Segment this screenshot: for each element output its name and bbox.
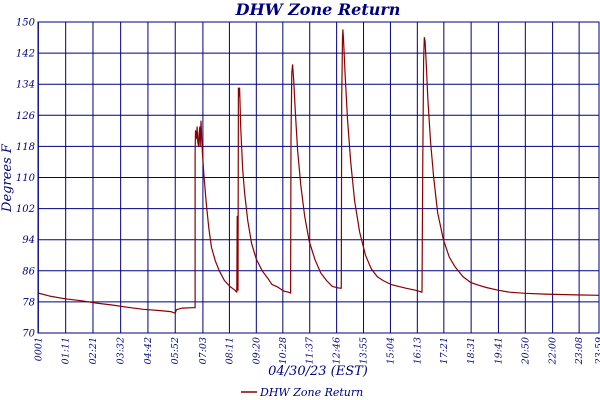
y-tick-label: 94: [22, 235, 35, 246]
y-tick-label: 150: [16, 18, 36, 29]
x-tick-label: 16:13: [412, 337, 423, 364]
grid: [37, 21, 600, 334]
x-axis-title: 04/30/23 (EST): [268, 364, 368, 379]
x-tick-label: 09:20: [251, 337, 262, 364]
y-tick-labels: 70 78 86 94 102 110 118 126 134 142 150: [16, 18, 36, 340]
x-tick-label: 18:31: [466, 337, 477, 364]
x-tick-label: 05:52: [170, 337, 181, 364]
series-line: [37, 29, 600, 314]
x-tick-label: 07:03: [198, 337, 209, 364]
x-tick-labels: 0001 01:11 02:21 03:32 04:42 05:52 07:03 08:11 0…: [33, 336, 600, 365]
x-tick-label: 22:00: [548, 337, 559, 365]
x-tick-label: 02:21: [88, 337, 99, 364]
plot-frame: [37, 21, 600, 334]
x-tick-label: 20:50: [520, 337, 531, 365]
y-tick-label: 86: [22, 266, 35, 277]
y-tick-label: 126: [16, 111, 36, 122]
x-tick-label: 13:55: [359, 337, 370, 364]
legend-label: DHW Zone Return: [259, 386, 363, 399]
x-tick-label: 15:04: [385, 337, 396, 364]
x-tick-label: 04:42: [143, 337, 154, 364]
x-tick-label: 0001: [33, 337, 44, 361]
x-tick-label: 10:28: [278, 337, 289, 364]
chart-title: DHW Zone Return: [235, 0, 401, 19]
y-tick-label: 118: [16, 142, 35, 153]
y-axis-title: Degrees F: [0, 143, 15, 213]
x-tick-label: 17:21: [439, 337, 450, 364]
x-tick-label: 03:32: [116, 337, 127, 364]
x-tick-label: 19:41: [493, 337, 504, 364]
x-tick-label: 11:37: [305, 336, 316, 364]
x-tick-label: 12:46: [332, 337, 343, 364]
y-tick-label: 78: [22, 297, 35, 308]
legend: DHW Zone Return: [241, 386, 363, 399]
series-layer: [37, 29, 600, 314]
y-tick-label: 142: [16, 49, 35, 60]
x-tick-label: 01:11: [61, 337, 72, 364]
x-tick-label: 08:11: [224, 337, 235, 364]
y-tick-label: 110: [16, 173, 36, 184]
y-tick-label: 102: [16, 204, 35, 215]
y-tick-label: 70: [22, 329, 35, 340]
x-tick-label: 23:59: [594, 337, 600, 365]
x-tick-label: 23:08: [574, 337, 585, 365]
y-tick-label: 134: [16, 80, 35, 91]
